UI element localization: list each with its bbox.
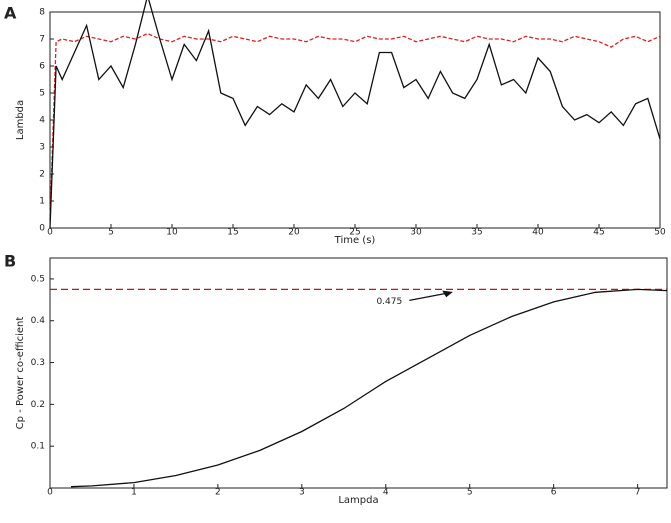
x-tick-label: 35 [471, 228, 482, 238]
x-tick-label: 4 [383, 488, 389, 498]
x-tick-label: 25 [349, 228, 360, 238]
y-tick-label: 5 [39, 89, 45, 99]
x-tick-label: 0 [47, 488, 53, 498]
x-tick-label: 45 [593, 228, 604, 238]
x-tick-label: 1 [131, 488, 137, 498]
x-tick-label: 10 [166, 228, 178, 238]
y-tick-label: 3 [39, 143, 45, 153]
y-tick-label: 0.4 [31, 316, 46, 326]
y-axis-title: Lambda [15, 100, 26, 140]
y-tick-label: 0.2 [31, 400, 45, 410]
x-axis-title: Lampda [338, 495, 378, 506]
y-tick-label: 6 [39, 62, 45, 72]
x-tick-label: 0 [47, 228, 53, 238]
x-tick-label: 2 [215, 488, 221, 498]
y-tick-label: 2 [39, 170, 45, 180]
data-line [70, 288, 668, 488]
x-tick-label: 6 [551, 488, 557, 498]
x-tick-label: 40 [532, 228, 544, 238]
y-tick-label: 0.1 [31, 442, 45, 452]
annotation-arrow [409, 290, 453, 301]
plot-frame [49, 257, 668, 489]
x-tick-label: 7 [635, 488, 641, 498]
x-tick-label: 20 [288, 228, 300, 238]
panel-label: B [4, 252, 16, 271]
y-tick-label: 0.5 [31, 274, 45, 284]
y-axis-title: Cp - Power co-efficient [15, 317, 26, 430]
y-tick-label: 0 [39, 224, 45, 234]
x-tick-label: 5 [467, 488, 473, 498]
panel-label: A [4, 4, 17, 23]
x-tick-label: 50 [654, 228, 666, 238]
y-tick-label: 7 [39, 35, 45, 45]
x-tick-label: 30 [410, 228, 422, 238]
reference-label: 0.475 [376, 297, 402, 307]
plot-frame [49, 11, 661, 229]
x-tick-label: 3 [299, 488, 305, 498]
y-tick-label: 0.3 [31, 358, 45, 368]
x-axis-title: Time (s) [334, 235, 376, 246]
x-tick-label: 5 [108, 228, 114, 238]
data-line [49, 0, 661, 229]
y-tick-label: 4 [39, 116, 45, 126]
y-tick-label: 1 [39, 197, 45, 207]
data-line [49, 32, 661, 220]
y-tick-label: 8 [39, 8, 45, 18]
x-tick-label: 15 [227, 228, 238, 238]
